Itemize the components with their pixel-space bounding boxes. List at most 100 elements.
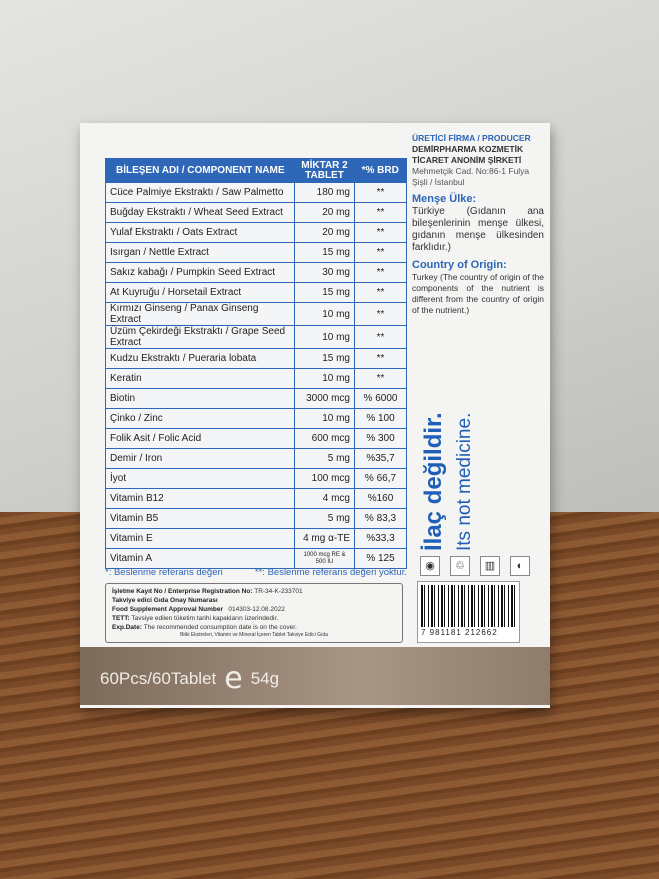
bottom-band: 60Pcs/60Tablet e 54g: [80, 647, 550, 705]
component-name: Çinko / Zinc: [105, 408, 295, 429]
e-mark-icon: e: [224, 661, 243, 696]
table-row: At Kuyruğu / Horsetail Extract 15 mg **: [105, 282, 407, 303]
table-row: Vitamin A 1000 mcg RE & 500 IU% 125: [105, 548, 407, 569]
producer-name-1: DEMİRPHARMA KOZMETİK: [412, 144, 524, 154]
component-name: Vitamin E: [105, 528, 295, 549]
amount: 15 mg: [294, 282, 355, 303]
brd-value: % 66,7: [354, 468, 407, 489]
brd-value: **: [354, 325, 407, 349]
registration-info: İşletme Kayıt No / Enterprise Registrati…: [105, 583, 403, 643]
origin-text-tr: Türkiye (Gıdanın ana bileşenlerinin menş…: [412, 206, 544, 253]
producer-address-1: Mehmetçik Cad. No:86-1 Fulya: [412, 166, 530, 176]
amount: 15 mg: [294, 242, 355, 263]
component-name: Vitamin A: [105, 548, 295, 569]
producer-label: ÜRETİCİ FİRMA / PRODUCER: [412, 133, 531, 143]
table-row: Demir / Iron 5 mg %35,7: [105, 448, 407, 469]
tablet-count: 60Pcs/60Tablet: [100, 668, 217, 688]
amount: 10 mg: [294, 325, 355, 349]
approval-number: 014303-12.08.2022: [228, 606, 285, 613]
epo-icon: ◉: [420, 556, 440, 576]
footnote-2: **: Beslenme referans değeri yoktur.: [254, 567, 407, 578]
amount: 5 mg: [294, 508, 355, 529]
table-row: Cüce Palmiye Ekstraktı / Saw Palmetto 180…: [105, 182, 407, 203]
table-row: Buğday Ekstraktı / Wheat Seed Extract 20 …: [105, 202, 407, 223]
barcode-number: 7 981181 212662: [421, 628, 498, 637]
footnotes: *: Beslenme referans değeri **: Beslenme…: [105, 567, 407, 579]
table-row: Keratin 10 mg **: [105, 368, 407, 389]
component-name: Keratin: [105, 368, 295, 389]
brd-value: **: [354, 222, 407, 243]
component-name: Isırgan / Nettle Extract: [105, 242, 295, 263]
reg-label: İşletme Kayıt No / Enterprise Registrati…: [112, 588, 253, 595]
component-name: Sakız kabağı / Pumpkin Seed Extract: [105, 262, 295, 283]
barcode: 7 981181 212662: [417, 581, 520, 643]
producer-name-2: TİCARET ANONİM ŞİRKETİ: [412, 155, 522, 165]
table-row: Biotin 3000 mcg% 6000: [105, 388, 407, 409]
table-row: Kırmızı Ginseng / Panax Ginseng Extract 1…: [105, 302, 407, 326]
component-name: Cüce Palmiye Ekstraktı / Saw Palmetto: [105, 182, 295, 203]
brd-value: **: [354, 182, 407, 203]
header-brd: *% BRD: [354, 158, 407, 183]
amount: 600 mcg: [294, 428, 355, 449]
amount: 3000 mcg: [294, 388, 355, 409]
table-row: Kudzu Ekstraktı / Pueraria lobata 15 mg **: [105, 348, 407, 369]
header-amount: MİKTAR 2 TABLET: [294, 158, 355, 183]
amount: 20 mg: [294, 202, 355, 223]
brd-value: % 100: [354, 408, 407, 429]
product-box: BİLEŞEN ADI / COMPONENT NAME MİKTAR 2 TA…: [80, 123, 550, 708]
amount: 20 mg: [294, 222, 355, 243]
component-name: Yulaf Ekstraktı / Oats Extract: [105, 222, 295, 243]
brd-value: **: [354, 348, 407, 369]
brd-value: **: [354, 282, 407, 303]
warning-tr: İlaç değildir.: [420, 412, 447, 551]
component-name: Vitamin B12: [105, 488, 295, 509]
brd-value: %33,3: [354, 528, 407, 549]
approval-label-tr: Takviye edici Gıda Onay Numarası: [112, 597, 218, 604]
amount: 100 mcg: [294, 468, 355, 489]
amount: 5 mg: [294, 448, 355, 469]
table-row: Isırgan / Nettle Extract 15 mg **: [105, 242, 407, 263]
exp-label: Exp.Date:: [112, 624, 142, 631]
reg-number: TR-34-K-233701: [254, 588, 303, 595]
brd-value: % 6000: [354, 388, 407, 409]
producer-address-2: Şişli / İstanbul: [412, 177, 465, 187]
brd-value: %160: [354, 488, 407, 509]
certification-icons: ◉ ♲ ▥ ◐: [420, 556, 530, 576]
amount: 4 mg α-TE: [294, 528, 355, 549]
component-name: Kırmızı Ginseng / Panax Ginseng Extract: [105, 302, 295, 326]
component-name: Demir / Iron: [105, 448, 295, 469]
barcode-bars: [421, 585, 516, 627]
amount: 4 mcg: [294, 488, 355, 509]
table-row: İyot 100 mcg% 66,7: [105, 468, 407, 489]
table-row: Sakız kabağı / Pumpkin Seed Extract 30 mg…: [105, 262, 407, 283]
amount: 180 mg: [294, 182, 355, 203]
brd-value: **: [354, 262, 407, 283]
brd-value: **: [354, 368, 407, 389]
amount: 1000 mcg RE & 500 IU: [294, 548, 355, 569]
component-name: Buğday Ekstraktı / Wheat Seed Extract: [105, 202, 295, 223]
approval-label-en: Food Supplement Approval Number: [112, 606, 223, 613]
origin-title-en: Country of Origin:: [412, 259, 507, 271]
brd-value: **: [354, 302, 407, 326]
table-row: Üzüm Çekirdeği Ekstraktı / Grape Seed Ex…: [105, 325, 407, 349]
bin-icon: ▥: [480, 556, 500, 576]
tett-label: TETT:: [112, 615, 130, 622]
brd-value: **: [354, 202, 407, 223]
origin-text-en: Turkey (The country of origin of the com…: [412, 272, 544, 315]
tett-text: Tavsiye edilen tüketim tarihi kapakların…: [131, 615, 279, 622]
table-row: Çinko / Zinc 10 mg% 100: [105, 408, 407, 429]
table-row: Yulaf Ekstraktı / Oats Extract 20 mg **: [105, 222, 407, 243]
brd-value: %35,7: [354, 448, 407, 469]
footnote-1: *: Beslenme referans değeri: [105, 567, 223, 578]
producer-origin-panel: ÜRETİCİ FİRMA / PRODUCER DEMİRPHARMA KOZ…: [412, 133, 544, 316]
brd-value: **: [354, 242, 407, 263]
component-name: Üzüm Çekirdeği Ekstraktı / Grape Seed Ex…: [105, 325, 295, 349]
component-name: At Kuyruğu / Horsetail Extract: [105, 282, 295, 303]
exp-text: The recommended consumption date is on t…: [143, 624, 297, 631]
net-weight: 54g: [250, 668, 280, 688]
table-row: Vitamin B12 4 mcg %160: [105, 488, 407, 509]
product-description: Bitki Ekstreleri, Vitamin ve Mineral İçe…: [180, 632, 328, 638]
brd-value: % 125: [354, 548, 407, 569]
ingredients-table: BİLEŞEN ADI / COMPONENT NAME MİKTAR 2 TA…: [105, 158, 407, 569]
